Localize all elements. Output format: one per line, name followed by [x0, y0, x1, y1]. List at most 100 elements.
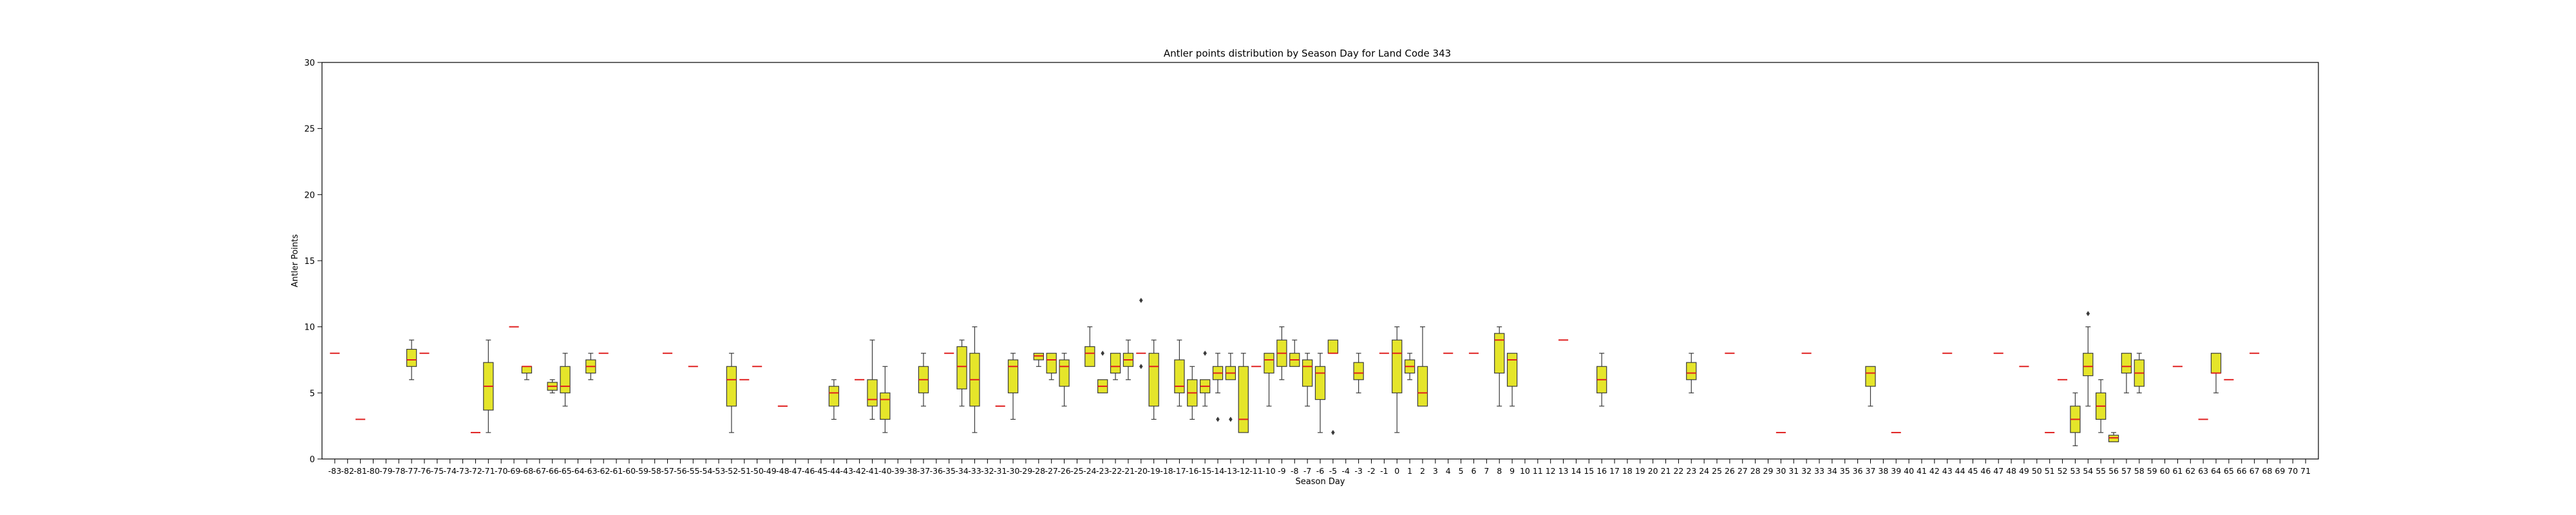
box-body [2108, 435, 2119, 442]
x-tick-label: 39 [1891, 466, 1901, 476]
x-tick-label: -72 [469, 466, 482, 476]
x-tick-label: -12 [1237, 466, 1250, 476]
y-axis: 0 5 10 15 20 25 30 [304, 59, 322, 465]
box-body [828, 386, 840, 407]
x-tick-label: 53 [2070, 466, 2080, 476]
box-item [1212, 353, 1224, 422]
x-tick-label: -28 [1032, 466, 1045, 476]
y-tick-label: 10 [304, 323, 315, 333]
x-tick-label: -76 [418, 466, 431, 476]
x-tick-label: 33 [1814, 466, 1824, 476]
x-tick-label: 34 [1827, 466, 1837, 476]
x-tick-label: 22 [1673, 466, 1683, 476]
x-tick-label: -8 [1291, 466, 1299, 476]
box-item [1225, 353, 1236, 422]
box-item [1276, 326, 1287, 380]
x-tick-label: -25 [1070, 466, 1083, 476]
x-tick-label: 68 [2262, 466, 2273, 476]
x-tick-label: -56 [674, 466, 687, 476]
box-item [1238, 353, 1249, 433]
x-tick-label: 54 [2083, 466, 2093, 476]
x-tick-label: 59 [2147, 466, 2157, 476]
x-tick-label: -36 [930, 466, 943, 476]
x-tick-label: -80 [366, 466, 379, 476]
x-tick-label: -53 [712, 466, 725, 476]
box-item [880, 366, 891, 433]
x-tick-label: 28 [1750, 466, 1761, 476]
box-body [956, 346, 967, 389]
x-tick-label: -16 [1186, 466, 1198, 476]
x-tick-label: -79 [379, 466, 392, 476]
x-tick-label: 23 [1686, 466, 1696, 476]
x-tick-label: 38 [1878, 466, 1888, 476]
box-item [1686, 353, 1697, 393]
box-body [1264, 353, 1274, 374]
flier-point [2086, 311, 2090, 317]
x-tick-label: 40 [1904, 466, 1914, 476]
x-tick-label: 57 [2121, 466, 2132, 476]
x-tick-label: 15 [1584, 466, 1594, 476]
box-body [1046, 353, 1057, 374]
x-tick-label: -52 [725, 466, 738, 476]
box-body [1392, 339, 1403, 393]
box-item [1059, 353, 1070, 407]
box-body [1506, 353, 1518, 387]
box-body [1327, 339, 1339, 354]
box-item [1084, 326, 1095, 367]
box-item [406, 339, 417, 380]
x-tick-label: 9 [1510, 466, 1515, 476]
x-tick-label: 36 [1853, 466, 1863, 476]
x-tick-label: 61 [2172, 466, 2183, 476]
x-tick-label: -49 [763, 466, 776, 476]
box-item [1097, 350, 1108, 393]
x-tick-label: -26 [1057, 466, 1070, 476]
x-tick-label: 31 [1788, 466, 1799, 476]
x-axis-label: Season Day [1296, 477, 1345, 487]
box-body [1686, 362, 1697, 380]
x-tick-label: -65 [558, 466, 571, 476]
flier-point [1139, 364, 1143, 370]
x-tick-label: -59 [636, 466, 649, 476]
flier-point [1203, 350, 1207, 356]
x-tick-label: 51 [2045, 466, 2055, 476]
x-tick-label: -60 [623, 466, 636, 476]
y-tick-label: 20 [304, 191, 315, 200]
x-tick-label: 71 [2300, 466, 2311, 476]
x-tick-label: -10 [1262, 466, 1275, 476]
x-tick-label: 58 [2134, 466, 2145, 476]
box-body [1148, 353, 1159, 407]
x-tick-label: -71 [482, 466, 495, 476]
box-item [1187, 366, 1198, 420]
x-tick-label: 42 [1929, 466, 1940, 476]
box-body [1110, 353, 1121, 374]
x-tick-label: 14 [1571, 466, 1581, 476]
box-item [1596, 353, 1607, 407]
x-tick-label: 49 [2019, 466, 2029, 476]
x-tick-label: 8 [1497, 466, 1502, 476]
x-tick-label: 7 [1484, 466, 1489, 476]
box-body [1033, 353, 1044, 360]
box-body [1059, 359, 1070, 387]
x-tick-label: -11 [1249, 466, 1262, 476]
x-tick-label: -75 [431, 466, 444, 476]
box-item [1148, 339, 1159, 420]
box-item [2210, 353, 2222, 393]
x-tick-label: 55 [2096, 466, 2106, 476]
x-tick-label: -48 [776, 466, 789, 476]
box-body [880, 392, 891, 420]
box-body [2210, 353, 2222, 374]
x-tick-label: -29 [1019, 466, 1032, 476]
x-tick-label: -66 [545, 466, 558, 476]
box-item [483, 339, 494, 433]
x-tick-label: -55 [687, 466, 699, 476]
box-body [1302, 359, 1313, 387]
x-tick-label: -6 [1316, 466, 1325, 476]
box-body [1353, 362, 1364, 380]
x-tick-label: 19 [1635, 466, 1645, 476]
x-tick-label: 18 [1622, 466, 1633, 476]
box-item [1110, 353, 1121, 380]
flier-point [1216, 417, 1220, 422]
x-tick-label: -2 [1367, 466, 1375, 476]
box-item [1327, 339, 1339, 435]
box-item [726, 353, 737, 433]
